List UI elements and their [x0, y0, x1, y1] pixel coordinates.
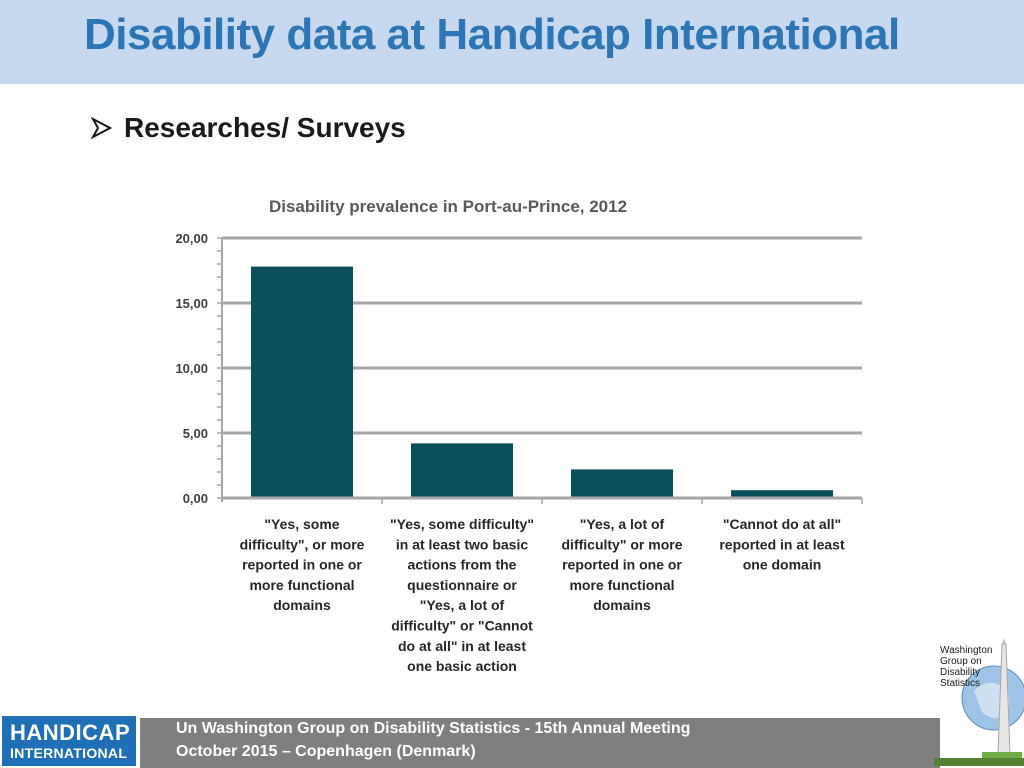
- x-category-label: "Yes, a lot of difficulty" or more reporte…: [562, 516, 683, 613]
- bar: [571, 469, 673, 498]
- header-band: [0, 0, 1024, 84]
- logo-line-2: INTERNATIONAL: [10, 745, 128, 761]
- logo-line-1: HANDICAP: [10, 720, 131, 745]
- arrow-bullet-icon: [90, 117, 112, 139]
- bar: [731, 490, 833, 498]
- handicap-international-logo: HANDICAP INTERNATIONAL: [2, 716, 136, 766]
- footer-line-1: Un Washington Group on Disability Statis…: [176, 720, 691, 737]
- bar: [411, 443, 513, 498]
- washington-group-logo: [934, 638, 1024, 766]
- y-tick-label: 5,00: [183, 426, 208, 441]
- y-tick-label: 15,00: [175, 296, 208, 311]
- footer-line-2: October 2015 – Copenhagen (Denmark): [176, 743, 476, 760]
- x-category-label: "Yes, some difficulty", or more reported i…: [240, 516, 365, 613]
- bar: [251, 266, 353, 498]
- slide-title: Disability data at Handicap Internationa…: [84, 10, 900, 59]
- y-tick-label: 20,00: [175, 231, 208, 246]
- bar-chart: Disability prevalence in Port-au-Prince,…: [175, 197, 863, 674]
- bullet-text: Researches/ Surveys: [124, 112, 406, 143]
- y-tick-label: 0,00: [183, 491, 208, 506]
- x-category-label: "Cannot do at all" reported in at least on…: [719, 516, 845, 573]
- ytick-layer: 0,00 5,00 10,00 15,00 20,00: [175, 231, 208, 506]
- x-category-label: "Yes, some difficulty" in at least two ba…: [390, 516, 534, 674]
- wg-line-1: Washington: [940, 645, 993, 656]
- xlabel-layer: "Yes, some difficulty", or more reported i…: [240, 516, 845, 674]
- bullet-item: Researches/ Surveys: [90, 112, 406, 144]
- axis-layer: [217, 237, 863, 504]
- y-tick-label: 10,00: [175, 361, 208, 376]
- chart-title: Disability prevalence in Port-au-Prince,…: [269, 197, 627, 216]
- bar-layer: [251, 266, 833, 498]
- wg-line-2: Group on: [940, 656, 982, 667]
- footer-bar: [140, 718, 940, 768]
- wg-line-4: Statistics: [940, 678, 981, 689]
- washington-group-text: Washington Group on Disability Statistic…: [940, 645, 992, 689]
- wg-line-3: Disability: [940, 667, 981, 678]
